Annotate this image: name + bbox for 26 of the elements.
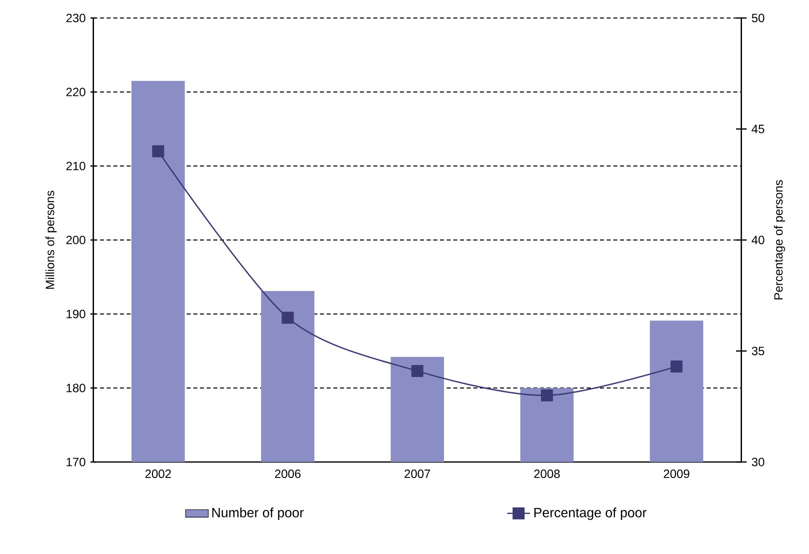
y2-tick-label: 50 [752,14,764,22]
y2-tick-label: 45 [752,124,764,134]
point [540,389,553,402]
x-tick-label: 2002 [145,470,171,478]
point [411,364,424,377]
y-tick-label: 220 [66,88,86,96]
x-tick-label: 2008 [534,470,560,478]
y2-axis-title: Percentage of persons [774,180,786,300]
y2-tick-label: 30 [752,458,764,466]
y-tick-label: 190 [66,310,86,318]
x-tick-label: 2007 [404,470,430,478]
y-tick-label: 210 [66,162,86,170]
y-tick-label: 230 [66,14,86,22]
y2-tick-label: 35 [752,346,764,356]
legend-label: Percentage of poor [534,508,646,520]
y2-tick-label: 40 [752,236,764,244]
y-tick-label: 170 [66,458,86,466]
y-tick-label: 200 [66,236,86,244]
y-axis-title: Millions of persons [45,190,57,289]
x-tick-label: 2009 [664,470,690,478]
point [670,360,683,373]
legend-label: Number of poor [212,508,304,520]
x-tick-label: 2006 [275,470,301,478]
point [152,145,164,158]
y-tick-label: 180 [66,384,86,392]
point [282,312,294,324]
